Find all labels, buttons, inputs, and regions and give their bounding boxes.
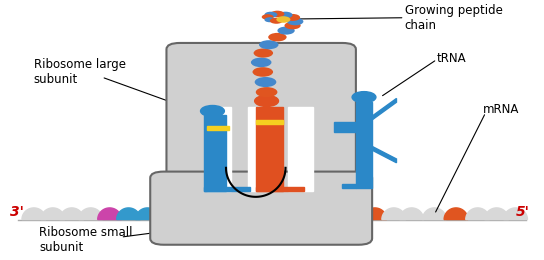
Circle shape <box>251 57 271 67</box>
Polygon shape <box>212 208 235 219</box>
Circle shape <box>270 11 285 17</box>
Polygon shape <box>466 208 490 219</box>
Circle shape <box>285 22 301 29</box>
Polygon shape <box>356 102 372 188</box>
Polygon shape <box>135 208 159 219</box>
Polygon shape <box>423 208 446 219</box>
Polygon shape <box>256 107 283 191</box>
Polygon shape <box>504 208 528 219</box>
Polygon shape <box>363 208 387 219</box>
Polygon shape <box>444 208 468 219</box>
Text: Ribosome small
subunit: Ribosome small subunit <box>39 226 133 254</box>
Text: Growing peptide
chain: Growing peptide chain <box>405 4 503 32</box>
Circle shape <box>268 33 287 41</box>
Polygon shape <box>485 208 509 219</box>
Text: tRNA: tRNA <box>437 51 467 64</box>
Circle shape <box>352 92 376 103</box>
Polygon shape <box>372 146 397 163</box>
Text: 3': 3' <box>9 205 23 219</box>
Circle shape <box>256 87 277 97</box>
Circle shape <box>255 77 276 87</box>
Polygon shape <box>205 115 226 191</box>
Circle shape <box>276 16 290 23</box>
Polygon shape <box>334 122 361 133</box>
Polygon shape <box>41 208 65 219</box>
Circle shape <box>259 40 279 49</box>
Circle shape <box>252 67 273 77</box>
Bar <box>288 107 313 191</box>
FancyBboxPatch shape <box>150 172 372 245</box>
Polygon shape <box>382 208 406 219</box>
Polygon shape <box>306 208 330 219</box>
Circle shape <box>285 14 300 21</box>
Polygon shape <box>154 208 178 219</box>
Polygon shape <box>372 99 397 120</box>
Circle shape <box>287 18 304 25</box>
Bar <box>207 107 231 191</box>
Polygon shape <box>116 208 140 219</box>
Polygon shape <box>256 187 305 191</box>
Circle shape <box>254 49 273 57</box>
Polygon shape <box>400 208 424 219</box>
Polygon shape <box>325 208 349 219</box>
FancyBboxPatch shape <box>166 43 356 202</box>
Polygon shape <box>98 208 121 219</box>
Polygon shape <box>249 208 273 219</box>
Polygon shape <box>207 126 228 130</box>
Circle shape <box>277 27 295 35</box>
Circle shape <box>255 95 279 107</box>
Polygon shape <box>344 208 368 219</box>
Polygon shape <box>287 208 311 219</box>
Circle shape <box>279 12 293 18</box>
Polygon shape <box>174 208 197 219</box>
Polygon shape <box>22 208 46 219</box>
Text: Ribosome large
subunit: Ribosome large subunit <box>34 58 126 86</box>
Circle shape <box>270 18 283 24</box>
Polygon shape <box>193 208 217 219</box>
Polygon shape <box>256 120 283 124</box>
Polygon shape <box>342 184 356 188</box>
Circle shape <box>264 17 275 22</box>
Text: 5': 5' <box>516 205 529 219</box>
Circle shape <box>262 14 274 20</box>
Circle shape <box>264 12 277 18</box>
Bar <box>248 107 272 191</box>
Polygon shape <box>205 187 250 191</box>
Circle shape <box>201 106 224 116</box>
Polygon shape <box>230 208 254 219</box>
Text: mRNA: mRNA <box>483 103 520 116</box>
Polygon shape <box>60 208 84 219</box>
Polygon shape <box>268 208 292 219</box>
Polygon shape <box>79 208 103 219</box>
